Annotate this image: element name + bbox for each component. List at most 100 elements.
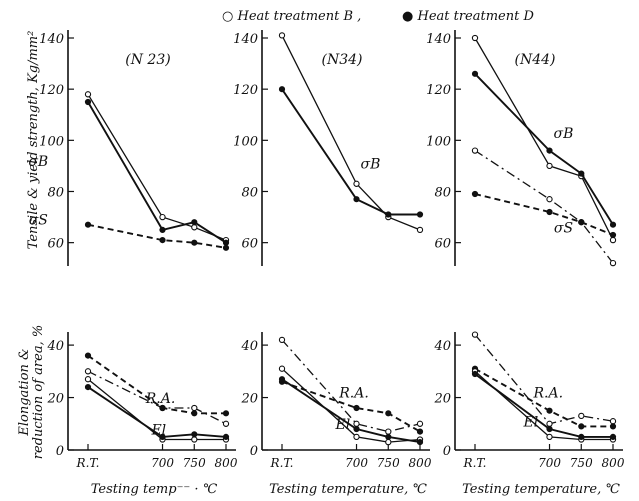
upper-data-point-D — [159, 237, 166, 244]
series-annotation: σB — [554, 126, 574, 142]
lower-data-point-D — [191, 410, 198, 417]
upper-series-line-D — [474, 73, 614, 226]
upper-data-point-D — [159, 226, 166, 233]
legend: ○ Heat treatment B , ● Heat treatment D — [222, 9, 534, 24]
lower-data-point-D — [353, 425, 360, 433]
upper-data-point-B — [471, 34, 479, 42]
upper-data-point-D — [578, 219, 585, 226]
upper-data-point-D — [546, 208, 553, 216]
series-annotation: El — [523, 414, 539, 430]
lower-y-tick-label: 0 — [443, 444, 451, 459]
lower-data-point-B — [84, 368, 92, 375]
lower-data-point-D — [416, 439, 424, 446]
x-tick-label: 700 — [151, 456, 174, 470]
lower-data-point-D — [609, 433, 617, 440]
upper-data-point-D — [609, 231, 617, 239]
lower-data-point-D — [471, 370, 479, 378]
x-tick-label: 800 — [602, 456, 625, 470]
lower-y-tick-label: 20 — [240, 392, 258, 407]
lower-series-line-D — [87, 354, 226, 415]
lower-data-point-B — [416, 420, 424, 427]
upper-y-tick-label: 60 — [434, 237, 451, 252]
upper-data-point-D — [578, 170, 585, 177]
panel-1: 140 120 100 80 60 40 20 0 R.T. 700 750 800 (N 23) Tes… — [28, 30, 238, 497]
lower-series-line-B — [87, 370, 227, 425]
series-annotation: σB — [28, 154, 48, 170]
lower-data-point-D — [385, 433, 392, 440]
lower-data-point-D — [222, 410, 230, 417]
y-axis-label-upper: Tensile & yield strength, Kg/mm² — [26, 31, 41, 250]
lower-y-tick-label: 20 — [433, 392, 451, 407]
lower-data-point-B — [353, 433, 360, 441]
lower-y-tick-label: 0 — [250, 444, 258, 459]
panel-title: (N34) — [322, 52, 363, 68]
upper-series-line-D — [474, 193, 614, 236]
upper-data-point-D — [471, 70, 479, 77]
lower-data-point-D — [578, 423, 585, 430]
lower-series-line-B — [474, 334, 614, 425]
upper-data-point-D — [191, 239, 198, 246]
upper-y-tick-label: 100 — [233, 134, 258, 149]
lower-data-point-B — [278, 336, 286, 344]
x-tick-label: 700 — [538, 456, 561, 470]
upper-y-tick-label: 80 — [47, 185, 64, 200]
lower-series-line-D — [474, 373, 613, 438]
upper-data-point-B — [191, 224, 198, 231]
upper-data-point-D — [546, 147, 553, 154]
lower-data-point-B — [278, 365, 286, 372]
upper-data-point-B — [546, 196, 553, 203]
upper-data-point-D — [471, 190, 479, 198]
upper-y-tick-label: 80 — [241, 185, 258, 200]
y-axis-label-lower-line1: Elongation & — [17, 348, 32, 436]
lower-data-point-B — [609, 418, 617, 425]
upper-series-line-D — [281, 88, 420, 216]
x-tick-label: 800 — [215, 456, 238, 470]
lower-data-point-D — [84, 384, 92, 391]
lower-data-point-D — [222, 433, 230, 440]
lower-data-point-D — [191, 431, 198, 438]
lower-data-point-D — [416, 428, 424, 435]
lower-series-line-D — [87, 386, 227, 438]
upper-data-point-D — [278, 86, 286, 93]
x-axis-label: Testing temperature, ℃ — [462, 482, 620, 497]
upper-y-tick-label: 140 — [39, 32, 64, 47]
upper-data-point-D — [191, 219, 198, 226]
lower-data-point-D — [278, 376, 286, 383]
series-annotation: El — [335, 417, 351, 433]
upper-data-point-D — [84, 98, 92, 106]
x-tick-label: R.T. — [270, 456, 294, 470]
series-annotation: R.A. — [145, 391, 176, 407]
x-tick-label: R.T. — [463, 456, 487, 470]
lower-data-point-D — [546, 407, 553, 414]
lower-series-line-D — [281, 380, 421, 433]
upper-y-tick-label: 100 — [39, 134, 64, 149]
x-axis-label: Testing temp⁻⁻ · ℃ — [91, 482, 218, 497]
lower-data-point-D — [546, 425, 553, 433]
lower-data-point-B — [353, 420, 360, 427]
series-annotation: σS — [554, 220, 573, 236]
legend-item-open-circle: ○ Heat treatment B , — [222, 9, 361, 24]
upper-data-point-D — [353, 196, 360, 203]
series-annotation: El — [150, 422, 166, 438]
x-tick-label: 750 — [183, 456, 206, 470]
lower-data-point-B — [191, 436, 198, 443]
upper-y-tick-label: 100 — [426, 134, 451, 149]
upper-data-point-D — [416, 211, 424, 218]
upper-y-tick-label: 120 — [233, 83, 258, 98]
upper-series-line-B — [474, 150, 614, 264]
lower-data-point-B — [385, 428, 392, 435]
panel-2: 140 120 100 80 60 40 20 0 R.T. 700 750 800 (N34) Test… — [233, 30, 432, 497]
upper-y-tick-label: 60 — [241, 237, 258, 252]
series-annotation: R.A. — [338, 386, 369, 402]
x-tick-label: 800 — [409, 456, 432, 470]
upper-y-tick-label: 140 — [233, 32, 258, 47]
series-annotation: σS — [29, 213, 48, 229]
lower-y-tick-label: 0 — [56, 444, 64, 459]
upper-data-point-B — [609, 259, 617, 267]
lower-data-point-B — [222, 420, 230, 427]
lower-data-point-B — [191, 404, 198, 412]
upper-data-point-B — [353, 180, 360, 187]
upper-y-tick-label: 80 — [434, 185, 451, 200]
lower-y-tick-label: 40 — [433, 339, 451, 354]
